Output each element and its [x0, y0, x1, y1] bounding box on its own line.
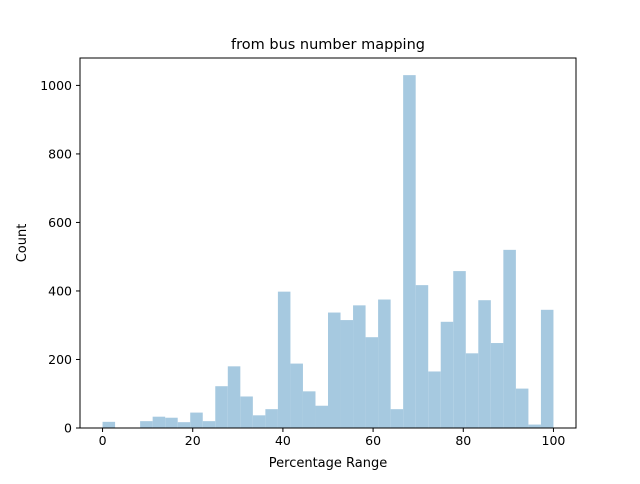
x-axis-ticks: 0 20 40 60 80 100 — [99, 428, 566, 448]
histogram-bar — [102, 421, 116, 428]
histogram-bar — [353, 305, 366, 428]
histogram-bar — [340, 320, 354, 428]
histogram-bar — [515, 388, 529, 428]
histogram-bar — [465, 353, 479, 428]
histogram-bar — [428, 371, 441, 428]
x-tick-label: 80 — [455, 433, 471, 448]
y-tick-label: 200 — [48, 352, 72, 367]
histogram-bar — [290, 363, 303, 428]
y-axis-ticks: 0 200 400 600 800 1000 — [40, 78, 80, 436]
histogram-bar — [165, 417, 178, 428]
y-tick-label: 600 — [48, 215, 72, 230]
histogram-bar — [177, 422, 191, 428]
x-tick-label: 40 — [275, 433, 291, 448]
histogram-bars — [102, 75, 554, 428]
histogram-bar — [540, 309, 554, 428]
histogram-bar — [215, 386, 228, 428]
histogram-bar — [440, 321, 454, 428]
histogram-bar — [315, 405, 328, 428]
histogram-bar — [265, 409, 278, 428]
histogram-bar — [252, 415, 266, 428]
plot-frame — [79, 57, 577, 429]
histogram-bar — [202, 421, 216, 428]
y-tick-label: 400 — [48, 283, 72, 298]
x-tick-label: 60 — [365, 433, 381, 448]
histogram-bar — [378, 299, 391, 428]
histogram-bar — [140, 421, 153, 428]
histogram-bar — [528, 424, 541, 428]
y-tick-label: 800 — [48, 146, 72, 161]
histogram-bar — [478, 300, 491, 428]
y-tick-label: 0 — [64, 421, 72, 436]
x-axis-label: Percentage Range — [269, 456, 387, 471]
histogram-bar — [277, 291, 291, 428]
chart-title: from bus number mapping — [231, 37, 425, 53]
x-tick-label: 100 — [542, 433, 566, 448]
histogram-bar — [302, 391, 316, 428]
histogram-bar — [365, 337, 379, 428]
histogram-bar — [328, 312, 341, 428]
histogram-bar — [503, 249, 516, 428]
histogram-bar — [240, 396, 253, 428]
histogram-bar — [415, 285, 429, 428]
x-tick-label: 0 — [99, 433, 107, 448]
y-axis-label: Count — [15, 224, 30, 263]
histogram-bar — [490, 343, 504, 428]
y-tick-label: 1000 — [40, 78, 72, 93]
histogram-bar — [152, 416, 166, 428]
histogram-bar — [403, 75, 416, 428]
histogram-bar — [453, 271, 466, 428]
histogram-bar — [390, 409, 404, 428]
x-tick-label: 20 — [185, 433, 201, 448]
histogram-bar — [227, 366, 241, 428]
histogram-bar — [190, 412, 203, 428]
